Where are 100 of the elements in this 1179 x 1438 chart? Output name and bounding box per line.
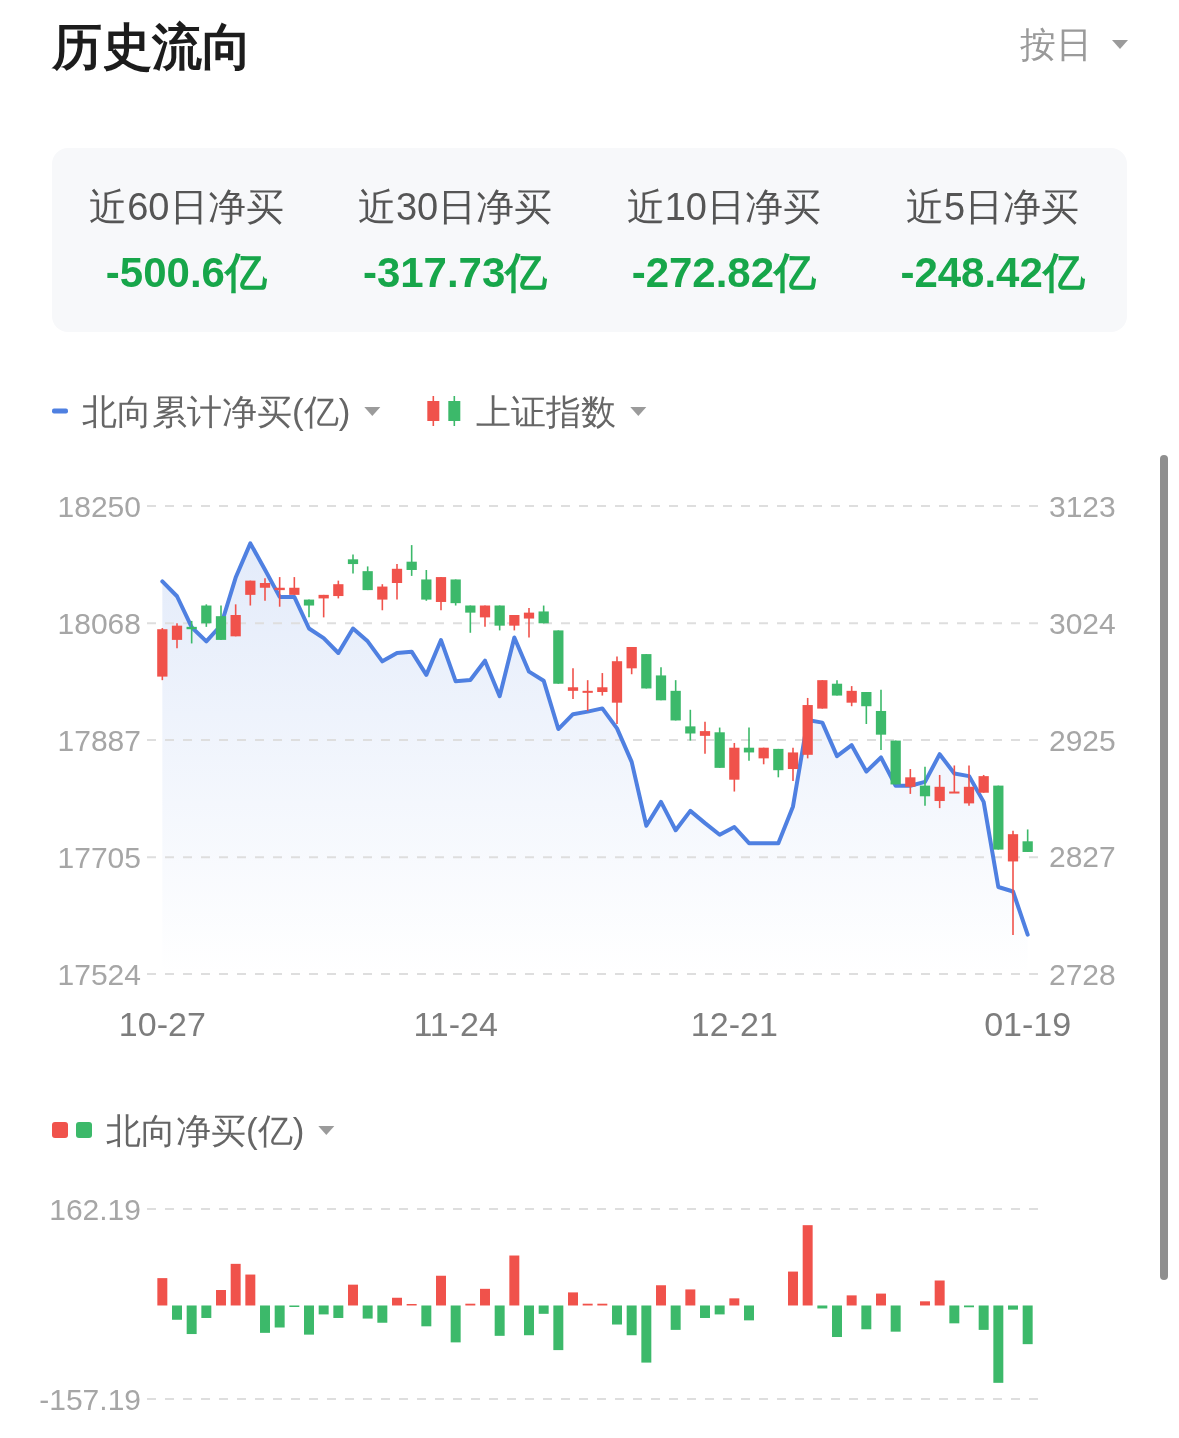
- candlestick: [465, 604, 476, 634]
- y-tick-label: 18068: [57, 606, 141, 640]
- candlestick: [523, 607, 535, 639]
- bar: [348, 1284, 358, 1306]
- candlestick: [245, 579, 256, 607]
- candlestick: [787, 746, 799, 782]
- text: 近60日净买: [89, 186, 284, 228]
- bar: [626, 1305, 637, 1336]
- candlestick: [699, 720, 711, 755]
- bar: [172, 1305, 182, 1320]
- x-tick-label: 11-24: [413, 1005, 498, 1043]
- bar: [744, 1305, 754, 1321]
- bar: [861, 1305, 872, 1330]
- bar: [304, 1305, 314, 1335]
- bar: [788, 1271, 798, 1306]
- bar: [846, 1295, 857, 1306]
- y-tick-label: 17524: [57, 957, 141, 991]
- text: 近10日净买: [626, 186, 822, 228]
- bar: [201, 1305, 212, 1318]
- legend-label: 北向净买(亿): [106, 1110, 305, 1150]
- text: -272.82亿: [631, 248, 818, 296]
- candlestick: [215, 604, 227, 641]
- text: -500.6亿: [105, 248, 268, 296]
- candlestick: [846, 685, 857, 708]
- bar: [1022, 1305, 1033, 1345]
- bar: [802, 1225, 813, 1306]
- bar: [817, 1305, 828, 1309]
- bar: [186, 1305, 197, 1335]
- bar: [656, 1285, 666, 1306]
- candlestick: [963, 764, 975, 807]
- y-tick-label: -157.19: [39, 1382, 141, 1416]
- bar: [876, 1293, 886, 1306]
- candlestick: [875, 688, 887, 751]
- candlestick: [391, 563, 403, 601]
- bar: [494, 1305, 505, 1336]
- y2-tick-label: 3123: [1049, 489, 1116, 523]
- bar: [553, 1305, 564, 1351]
- candlestick: [773, 748, 784, 779]
- candlestick: [919, 765, 931, 807]
- bar: [260, 1305, 270, 1333]
- bar: [670, 1305, 681, 1330]
- bar: [978, 1305, 989, 1330]
- legend-label: 上证指数: [476, 391, 617, 431]
- bar: [392, 1297, 402, 1306]
- bar: [1008, 1305, 1018, 1310]
- text: 近5日净买: [906, 186, 1080, 228]
- bar: [993, 1305, 1004, 1383]
- text: -248.42亿: [900, 248, 1086, 296]
- bar: [612, 1305, 622, 1325]
- bar: [436, 1275, 446, 1306]
- candlestick: [1022, 828, 1033, 853]
- text: -317.73亿: [362, 248, 549, 296]
- y-tick-label: 162.19: [49, 1192, 141, 1226]
- bar: [920, 1301, 930, 1306]
- candlestick: [905, 768, 916, 795]
- candlestick: [861, 691, 872, 725]
- bar: [685, 1289, 696, 1306]
- bar: [729, 1298, 740, 1306]
- x-tick-label: 01-19: [984, 1005, 1072, 1043]
- candlestick: [201, 603, 212, 628]
- bar: [568, 1292, 578, 1306]
- candlestick: [230, 603, 241, 638]
- bar: [245, 1274, 256, 1306]
- bar: [421, 1305, 432, 1327]
- bar: [274, 1305, 285, 1328]
- bar: [949, 1305, 960, 1324]
- x-tick-label: 10-27: [118, 1005, 206, 1043]
- bar: [318, 1305, 329, 1315]
- bar: [230, 1263, 241, 1306]
- bar: [700, 1305, 710, 1318]
- bar: [333, 1305, 344, 1318]
- bar: [890, 1305, 901, 1332]
- text: 按日: [1020, 23, 1092, 65]
- candlestick: [377, 583, 388, 612]
- bar: [934, 1280, 945, 1306]
- y-tick-label: 17705: [57, 840, 141, 874]
- candlestick: [171, 622, 183, 649]
- y2-tick-label: 2827: [1049, 840, 1116, 874]
- bar: [509, 1255, 520, 1306]
- legend-label: 北向累计净买(亿): [82, 391, 351, 431]
- y2-tick-label: 2728: [1049, 957, 1116, 991]
- bar: [524, 1305, 534, 1336]
- candlestick: [406, 544, 417, 577]
- candlestick: [949, 764, 960, 794]
- bar: [538, 1305, 549, 1314]
- bar: [832, 1305, 842, 1338]
- candlestick: [597, 672, 608, 697]
- candlestick: [421, 569, 432, 602]
- bar: [216, 1290, 226, 1306]
- candlestick: [259, 577, 271, 602]
- candlestick: [347, 553, 359, 575]
- x-tick-label: 12-21: [690, 1005, 778, 1043]
- bar: [362, 1305, 373, 1319]
- bar: [714, 1305, 725, 1315]
- candlestick: [685, 708, 696, 742]
- y2-tick-label: 3024: [1049, 606, 1116, 640]
- candlestick: [626, 646, 637, 676]
- y2-tick-label: 2925: [1049, 724, 1116, 758]
- bar: [450, 1305, 461, 1343]
- text: 近30日净买: [357, 186, 553, 228]
